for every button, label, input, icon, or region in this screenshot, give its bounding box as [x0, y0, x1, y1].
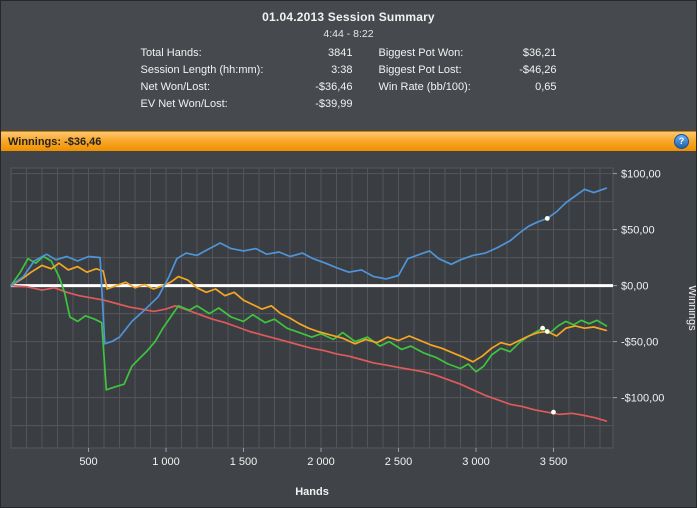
stat-label: EV Net Won/Lost: — [140, 98, 228, 110]
winnings-section-header[interactable]: Winnings: -$36,46 ? — [1, 131, 696, 152]
red-line — [10, 284, 608, 422]
stat-label: Session Length (hh:mm): — [140, 64, 264, 76]
y-tick-label: $100,00 — [621, 169, 661, 181]
data-point-marker — [540, 325, 546, 331]
y-axis-title: Winnings — [686, 285, 697, 331]
x-axis-title: Hands — [295, 486, 329, 498]
help-icon[interactable]: ? — [674, 134, 689, 149]
winnings-chart-svg[interactable]: 500 1 000 1 500 2 000 2 500 3 000 3 500 $100,00… — [1, 151, 697, 508]
stat-value: -$39,99 — [315, 98, 353, 110]
stats-left-column: Total Hands: 3841 Session Length (hh:mm): 3… — [141, 45, 353, 113]
stat-value: $36,21 — [522, 47, 557, 59]
data-point-marker — [544, 216, 550, 221]
winnings-label: Winnings: -$36,46 — [8, 135, 102, 148]
y-tick-label: $50,00 — [621, 225, 655, 237]
stat-label: Biggest Pot Won: — [378, 47, 464, 59]
page-title: 01.04.2013 Session Summary — [262, 10, 435, 24]
data-point-marker — [551, 409, 556, 415]
stat-label: Net Won/Lost: — [140, 81, 211, 93]
stat-value: 3:38 — [331, 64, 353, 76]
green-line — [10, 255, 608, 391]
stat-label: Biggest Pot Lost: — [378, 64, 462, 76]
stat-value: 3841 — [328, 47, 353, 59]
y-tick-label: -$100,00 — [621, 393, 664, 405]
y-tick-label: $0,00 — [621, 281, 649, 293]
orange-line — [10, 262, 608, 363]
x-tick-label: 3 500 — [540, 456, 568, 468]
x-tick-label: 1 000 — [152, 456, 180, 468]
session-time-range: 4:44 - 8:22 — [323, 28, 374, 40]
x-tick-label: 3 000 — [462, 456, 490, 468]
stat-label: Total Hands: — [140, 47, 202, 59]
stat-value: 0,65 — [535, 81, 557, 93]
stat-value: -$36,46 — [315, 81, 353, 93]
data-point-marker — [544, 329, 550, 334]
winnings-chart[interactable]: 500 1 000 1 500 2 000 2 500 3 000 3 500 $100,00… — [1, 151, 697, 508]
x-tick-label: 2 500 — [385, 456, 413, 468]
stat-label: Win Rate (bb/100): — [378, 81, 471, 93]
x-tick-label: 2 000 — [307, 456, 335, 468]
stats-right-column: Biggest Pot Won: $36,21 Biggest Pot Lost: -… — [379, 45, 557, 113]
y-tick-label: -$50,00 — [621, 337, 658, 349]
plot-area — [10, 167, 614, 449]
blue-line — [10, 187, 608, 345]
stats-panel: Total Hands: 3841 Session Length (hh:mm): 3… — [1, 45, 696, 113]
x-tick-label: 1 500 — [230, 456, 258, 468]
x-tick-label: 500 — [79, 456, 97, 468]
stat-value: -$46,26 — [519, 64, 557, 76]
